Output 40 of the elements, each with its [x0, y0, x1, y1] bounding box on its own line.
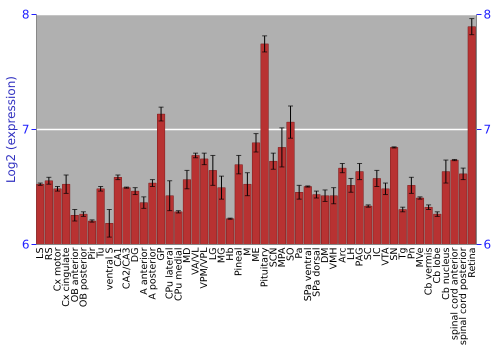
x-tick-label: Tg [398, 248, 409, 260]
x-tick-label: Pituitary [260, 247, 271, 288]
y2-tick-label: 7 [484, 122, 492, 136]
x-tick-label: M [242, 248, 254, 256]
x-tick-label: MVe [414, 247, 426, 268]
x-tick-label: VMH [328, 248, 340, 270]
y-tick-label: 6 [22, 238, 30, 252]
x-tick-label: IC [372, 247, 383, 257]
x-tick-label: spinal cord posterior [458, 247, 470, 346]
x-tick-label: Pn [406, 248, 418, 260]
x-tick-label: CA1 [112, 248, 124, 267]
x-tick-label: A posterior [147, 247, 158, 300]
x-tick-label: Pa [294, 248, 306, 259]
x-tick-label: SCN [268, 248, 280, 268]
x-tick-label: Tu [96, 248, 107, 259]
x-tick-label: Retina [466, 248, 478, 278]
x-tick-label: MPA [276, 247, 288, 268]
y-tick-label: 7 [22, 122, 30, 136]
x-tick-label: LS [35, 248, 46, 259]
x-tick-label: ventral S [104, 248, 116, 290]
x-tick-label: Cb lobe [432, 247, 444, 284]
x-tick-label: LH [346, 248, 357, 260]
x-tick-label: Pineal [234, 248, 245, 276]
y-tick-label: 8 [22, 8, 30, 22]
x-tick-label: ME [251, 248, 262, 262]
y2-tick-label: 8 [484, 8, 492, 22]
x-tick-label: SPa dorsal [311, 248, 322, 297]
x-tick-label: RS [44, 248, 55, 260]
x-tick-label: Cx cingulate [61, 247, 72, 307]
y2-tick-label: 6 [484, 238, 492, 252]
y-axis-title: Log2 (expression) [4, 76, 18, 183]
x-tick-label: LG [208, 248, 219, 260]
x-tick-label: SC [363, 247, 374, 260]
x-tick-label: OB posterior [78, 247, 90, 308]
x-tick-label: DG [130, 248, 142, 262]
x-tick-label: VTA [380, 247, 392, 266]
x-tick-label: CPu medial [173, 248, 184, 301]
x-tick-label: MD [182, 248, 193, 264]
x-tick-label: VPM/VPL [199, 246, 210, 289]
x-tick-label: Arc [337, 248, 348, 263]
